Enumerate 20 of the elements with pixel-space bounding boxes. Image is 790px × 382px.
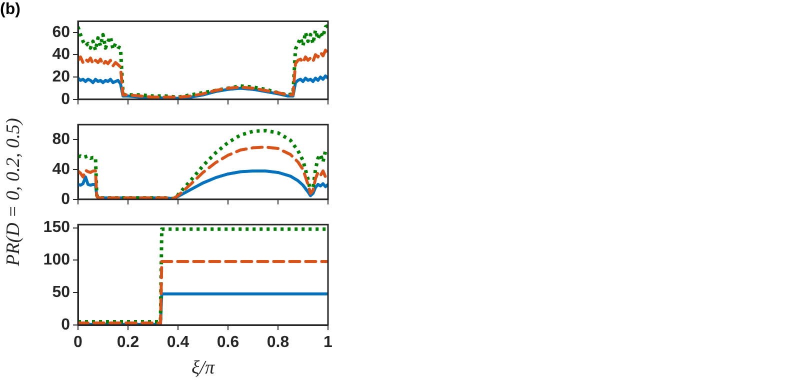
y-tick-label: 0 xyxy=(61,90,70,108)
x-axis-title: ξ/π xyxy=(192,358,215,379)
y-tick-label: 40 xyxy=(52,46,70,64)
y-tick-label: 80 xyxy=(52,130,70,148)
x-tick-label: 0.2 xyxy=(116,334,140,352)
y-tick-label: 60 xyxy=(52,24,70,41)
x-tick-label: 0.6 xyxy=(216,334,240,352)
y-tick-label: 40 xyxy=(52,160,70,178)
x-tick-label: 0.8 xyxy=(266,334,290,352)
y-tick-label: 100 xyxy=(43,252,70,269)
x-tick-label: 1 xyxy=(324,334,333,352)
y-tick-label: 50 xyxy=(52,284,70,302)
x-tick-label: 0 xyxy=(74,334,83,352)
y-tick-label: 20 xyxy=(52,68,70,86)
y-tick-label: 150 xyxy=(43,219,70,236)
x-tick-label: 0.4 xyxy=(166,334,190,352)
y-tick-label: 0 xyxy=(61,316,70,334)
chart-title: (b) xyxy=(0,1,20,18)
y-axis-title: PR(D = 0, 0.2, 0.5) xyxy=(3,118,25,266)
y-tick-label: 0 xyxy=(61,190,70,208)
